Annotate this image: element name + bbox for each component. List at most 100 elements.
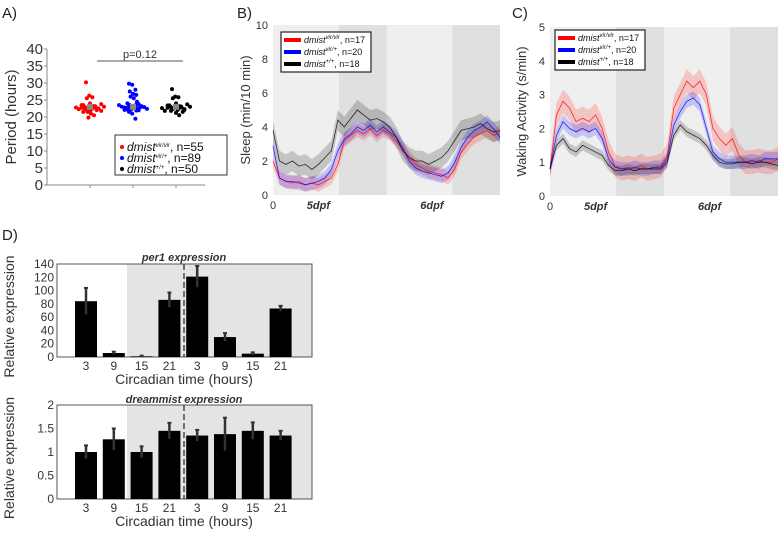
x-tick-label: 3 xyxy=(83,501,90,515)
data-point xyxy=(160,106,164,111)
data-point xyxy=(90,95,95,100)
y-tick-label: 8 xyxy=(262,54,268,66)
legend-superscript: vir/+ xyxy=(156,154,168,160)
legend-genotype: dmist xyxy=(304,59,326,69)
mean-marker xyxy=(130,103,136,110)
y-tick-label: 20 xyxy=(26,109,43,126)
sem-band xyxy=(273,121,500,192)
data-point xyxy=(99,108,104,113)
bar xyxy=(186,276,209,357)
legend-superscript: vir/+ xyxy=(600,45,612,51)
legend-genotype: dmist xyxy=(304,47,326,57)
data-point xyxy=(131,91,135,96)
data-point xyxy=(170,96,175,101)
bar xyxy=(269,435,292,499)
data-point xyxy=(133,116,138,121)
y-tick-label: 40 xyxy=(41,323,55,337)
legend-count: , n=18 xyxy=(334,59,359,69)
data-point xyxy=(88,111,93,116)
legend-superscript: vir/vir xyxy=(326,35,341,41)
legend-count: , n=20 xyxy=(611,45,636,55)
shading-dark xyxy=(452,25,500,195)
legend-entry: dmistvir/vir, n=17 xyxy=(578,33,639,43)
legend-genotype: dmist xyxy=(127,162,156,176)
data-point xyxy=(136,108,141,113)
y-tick-label: 10 xyxy=(26,143,43,160)
data-point xyxy=(84,96,89,101)
sem-band xyxy=(273,115,500,192)
legend-entry: dmistvir/vir, n=17 xyxy=(304,35,365,45)
data-point xyxy=(86,115,91,120)
x-tick-label: 15 xyxy=(246,501,260,515)
bar xyxy=(186,435,209,499)
p-value-annotation: p=0.12 xyxy=(123,49,157,61)
data-point xyxy=(145,106,149,111)
data-point xyxy=(127,89,132,94)
data-point xyxy=(102,104,106,109)
y-tick-label: 80 xyxy=(41,297,55,311)
bar xyxy=(130,452,153,499)
bar xyxy=(214,434,236,499)
data-point xyxy=(81,109,86,114)
bar xyxy=(102,353,125,357)
data-point xyxy=(136,102,141,107)
y-tick-label: 0.5 xyxy=(37,469,54,483)
x-tick-label: 6dpf xyxy=(698,201,723,213)
legend-entry: dmist+/+, n=18 xyxy=(578,57,633,67)
chart-title: dreammist expression xyxy=(126,394,243,406)
panel-label-d: D) xyxy=(2,227,18,244)
bar xyxy=(75,301,97,357)
y-tick-label: 30 xyxy=(26,75,43,92)
y-axis-label: Relative expression xyxy=(1,397,17,519)
panel-c-activity-chart: 0 1 2 3 4 5 Waking Activity (s/min) 0 5dpf 6dpf dm… xyxy=(514,22,779,213)
data-point xyxy=(185,102,190,107)
x-tick-label: 9 xyxy=(110,501,117,515)
data-point xyxy=(188,104,192,109)
data-point xyxy=(84,80,88,85)
mean-marker xyxy=(87,103,93,110)
y-tick-label: 0 xyxy=(35,177,43,194)
legend-marker xyxy=(120,156,124,160)
x-tick-label: 9 xyxy=(222,359,229,373)
panel-label-c: C) xyxy=(512,5,528,22)
x-tick-label: 21 xyxy=(274,501,288,515)
y-tick-label: 10 xyxy=(256,20,268,32)
y-axis-label: Relative expression xyxy=(1,255,17,377)
data-point xyxy=(180,109,185,114)
legend-superscript: vir/vir xyxy=(156,143,171,149)
y-tick-label: 40 xyxy=(26,41,43,58)
y-tick-label: 20 xyxy=(41,337,55,351)
x-tick-label: 21 xyxy=(274,359,288,373)
x-tick-label: 3 xyxy=(194,501,201,515)
data-point xyxy=(168,108,173,113)
legend-genotype: dmist xyxy=(304,35,326,45)
data-point xyxy=(76,107,81,112)
bar xyxy=(214,337,236,357)
x-tick-label: 3 xyxy=(83,359,90,373)
x-tick-label: 3 xyxy=(194,359,201,373)
x-tick-label: 6dpf xyxy=(420,200,445,212)
mean-marker xyxy=(173,103,179,110)
x-tick-label: 9 xyxy=(110,359,117,373)
x-tick-label: 5dpf xyxy=(584,201,609,213)
legend-entry: dmistvir/vir, n=55 xyxy=(127,140,204,154)
bar xyxy=(102,439,125,499)
data-point xyxy=(85,109,90,114)
y-tick-label: 140 xyxy=(34,257,54,271)
legend-genotype: dmist xyxy=(127,140,156,154)
legend-superscript: +/+ xyxy=(156,165,165,171)
y-tick-label: 2 xyxy=(262,156,268,168)
x-tick-label: 21 xyxy=(163,501,177,515)
legend-entry: dmistvir/+, n=20 xyxy=(304,47,362,57)
legend-genotype: dmist xyxy=(578,45,600,55)
y-tick-label: 35 xyxy=(26,58,43,75)
legend-count: , n=89 xyxy=(167,151,201,165)
data-point xyxy=(130,111,135,116)
bar xyxy=(158,299,181,357)
y-tick-label: 2 xyxy=(539,123,545,135)
data-point xyxy=(133,87,138,92)
data-point xyxy=(99,102,104,107)
legend-entry: dmistvir/+, n=20 xyxy=(578,45,636,55)
